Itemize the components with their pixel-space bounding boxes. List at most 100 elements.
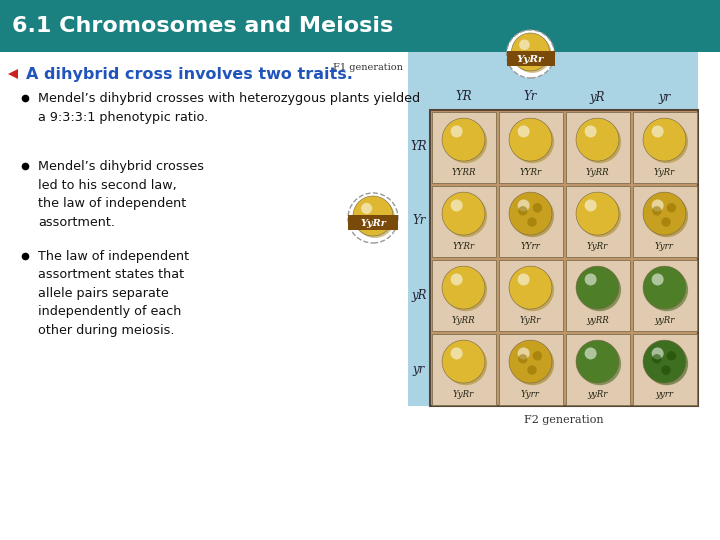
Circle shape [518, 347, 530, 360]
Circle shape [511, 120, 554, 163]
Text: YR: YR [455, 91, 472, 104]
Circle shape [643, 340, 686, 383]
Circle shape [585, 273, 597, 286]
Text: YYRr: YYRr [452, 242, 474, 251]
Circle shape [444, 194, 487, 237]
Text: yR: yR [411, 288, 427, 301]
FancyBboxPatch shape [430, 110, 698, 406]
Circle shape [518, 273, 530, 286]
Text: YyRR: YyRR [585, 167, 609, 177]
Circle shape [576, 192, 619, 235]
Circle shape [353, 196, 393, 236]
Text: yyRr: yyRr [654, 316, 675, 325]
Text: F2 generation: F2 generation [524, 415, 604, 425]
Circle shape [667, 351, 676, 361]
Circle shape [652, 199, 664, 212]
FancyBboxPatch shape [498, 111, 562, 183]
Circle shape [533, 203, 542, 213]
Circle shape [652, 206, 662, 215]
Circle shape [578, 120, 621, 163]
Circle shape [451, 125, 463, 138]
Text: A dihybrid cross involves two traits.: A dihybrid cross involves two traits. [26, 66, 353, 82]
Text: YyRr: YyRr [517, 55, 544, 64]
Circle shape [519, 39, 530, 50]
Circle shape [511, 342, 554, 385]
Text: YyRr: YyRr [587, 242, 608, 251]
FancyBboxPatch shape [565, 186, 629, 256]
Circle shape [645, 120, 688, 163]
Circle shape [518, 125, 530, 138]
FancyBboxPatch shape [632, 334, 696, 404]
Text: F1 generation: F1 generation [333, 64, 403, 72]
Circle shape [645, 268, 688, 311]
Circle shape [667, 203, 676, 213]
Text: Yyrr: Yyrr [521, 390, 540, 399]
Circle shape [509, 118, 552, 161]
FancyBboxPatch shape [498, 334, 562, 404]
FancyBboxPatch shape [431, 186, 495, 256]
Text: yR: yR [590, 91, 606, 104]
Circle shape [578, 194, 621, 237]
Text: The law of independent
assortment states that
allele pairs separate
independentl: The law of independent assortment states… [38, 250, 189, 337]
FancyBboxPatch shape [408, 110, 430, 406]
Text: YYRr: YYRr [519, 167, 541, 177]
FancyBboxPatch shape [506, 51, 554, 66]
Circle shape [509, 192, 552, 235]
Circle shape [509, 340, 552, 383]
Circle shape [442, 340, 485, 383]
Circle shape [442, 266, 485, 309]
Circle shape [643, 192, 686, 235]
Circle shape [451, 347, 463, 360]
Circle shape [513, 35, 552, 73]
Circle shape [518, 199, 530, 212]
Text: YR: YR [410, 140, 427, 153]
Circle shape [511, 194, 554, 237]
Circle shape [576, 118, 619, 161]
Circle shape [578, 268, 621, 311]
FancyBboxPatch shape [565, 334, 629, 404]
Text: yr: yr [413, 362, 425, 375]
Circle shape [509, 266, 552, 309]
Text: yyrr: yyrr [655, 390, 673, 399]
FancyBboxPatch shape [348, 215, 398, 230]
Circle shape [652, 273, 664, 286]
FancyBboxPatch shape [431, 111, 495, 183]
Text: YyRr: YyRr [520, 316, 541, 325]
Circle shape [661, 217, 671, 227]
FancyBboxPatch shape [498, 186, 562, 256]
Text: yr: yr [658, 91, 670, 104]
Circle shape [444, 268, 487, 311]
Circle shape [442, 118, 485, 161]
Circle shape [585, 125, 597, 138]
Circle shape [533, 351, 542, 361]
FancyBboxPatch shape [565, 260, 629, 330]
Text: YyRr: YyRr [654, 167, 675, 177]
Text: YYRR: YYRR [451, 167, 476, 177]
Circle shape [361, 203, 372, 214]
Circle shape [585, 347, 597, 360]
Circle shape [348, 193, 398, 243]
Circle shape [661, 366, 671, 375]
FancyArrow shape [8, 69, 18, 79]
Circle shape [451, 199, 463, 212]
Circle shape [576, 266, 619, 309]
Circle shape [451, 273, 463, 286]
Text: yyRr: yyRr [588, 390, 608, 399]
Text: YyRr: YyRr [453, 390, 474, 399]
FancyBboxPatch shape [565, 111, 629, 183]
Circle shape [645, 194, 688, 237]
FancyBboxPatch shape [498, 260, 562, 330]
Text: yyRR: yyRR [586, 316, 609, 325]
Text: Yr: Yr [413, 214, 426, 227]
Circle shape [518, 354, 528, 363]
FancyBboxPatch shape [632, 186, 696, 256]
Circle shape [506, 30, 554, 78]
FancyBboxPatch shape [431, 260, 495, 330]
Circle shape [585, 199, 597, 212]
Text: Mendel’s dihybrid crosses
led to his second law,
the law of independent
assortme: Mendel’s dihybrid crosses led to his sec… [38, 160, 204, 228]
Circle shape [652, 125, 664, 138]
Circle shape [518, 206, 528, 215]
Text: Mendel’s dihybrid crosses with heterozygous plants yielded
a 9:3:3:1 phenotypic : Mendel’s dihybrid crosses with heterozyg… [38, 92, 420, 124]
Text: YYrr: YYrr [521, 242, 541, 251]
Text: Yr: Yr [524, 91, 537, 104]
